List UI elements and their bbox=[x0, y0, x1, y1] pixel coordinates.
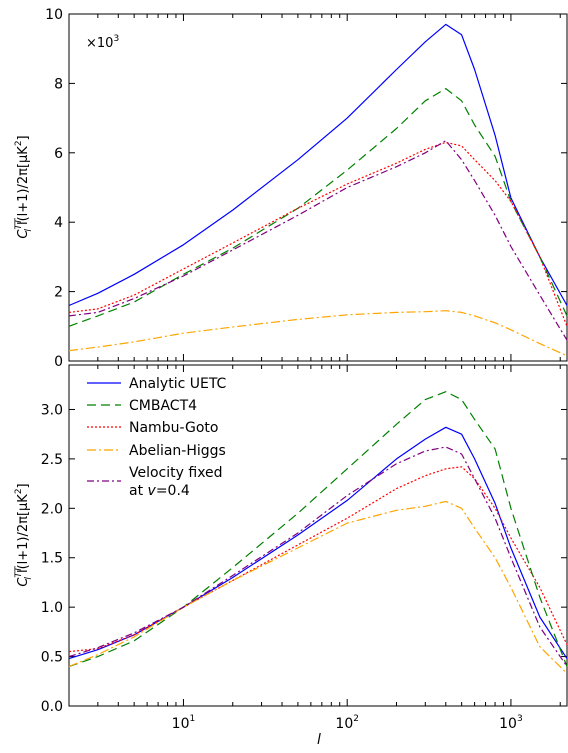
legend-label-cmbact4: CMBACT4 bbox=[129, 398, 197, 414]
series-line-cmbact4 bbox=[68, 88, 568, 327]
chart-marks: 0 2 4 6 8 10 0.0 0.5 1.0 1.5 2.0 2.5 3.0 101 102 103 bbox=[41, 7, 568, 732]
series-line-abelian-higgs bbox=[68, 310, 568, 357]
series-line-nambu-goto bbox=[68, 466, 568, 653]
legend-label-abelian: Abelian-Higgs bbox=[129, 443, 226, 459]
x-axis-label: l bbox=[317, 732, 321, 748]
bottom-panel-frame bbox=[68, 364, 568, 707]
series-line-analytic-uetc bbox=[68, 426, 568, 660]
y-tick-label: 8 bbox=[54, 76, 63, 92]
y-tick-label: 2.0 bbox=[41, 501, 63, 517]
series-line-cmbact4 bbox=[68, 391, 568, 668]
legend-label-nambu: Nambu-Goto bbox=[129, 420, 218, 436]
x-tick-label: 103 bbox=[499, 714, 523, 732]
top-multiplier: ×103 bbox=[86, 34, 119, 51]
series-line-abelian-higgs bbox=[68, 500, 568, 674]
x-tick-label: 102 bbox=[335, 714, 359, 732]
bottom-ylabel: CTTll(l+1)/2π[μK2] bbox=[14, 483, 34, 586]
series-line-analytic-uetc bbox=[68, 23, 568, 307]
legend-label-velocity: Velocity fixed bbox=[129, 465, 223, 481]
legend-label-analytic: Analytic UETC bbox=[129, 376, 227, 392]
y-tick-label: 0.0 bbox=[41, 699, 63, 715]
y-tick-label: 0.5 bbox=[41, 650, 63, 666]
y-tick-label: 2.5 bbox=[41, 452, 63, 468]
y-tick-label: 6 bbox=[54, 146, 63, 162]
y-tick-label: 3.0 bbox=[41, 402, 63, 418]
series-line-nambu-goto bbox=[68, 141, 568, 327]
top-ylabel: CTTll(l+1)/2π[μK2] bbox=[14, 135, 34, 238]
top-multiplier-exp: 3 bbox=[113, 34, 119, 44]
y-tick-label: 10 bbox=[45, 7, 63, 23]
series-line-velocity-fixed-at-v-0-4 bbox=[68, 140, 568, 341]
y-tick-label: 2 bbox=[54, 285, 63, 301]
legend-label-velocity-line2: at v=0.4 bbox=[129, 483, 190, 499]
y-tick-label: 1.5 bbox=[41, 551, 63, 567]
top-panel-frame bbox=[68, 13, 568, 362]
y-tick-label: 1.0 bbox=[41, 600, 63, 616]
series-line-velocity-fixed-at-v-0-4 bbox=[68, 446, 568, 667]
x-tick-label: 101 bbox=[172, 714, 196, 732]
y-tick-label: 4 bbox=[54, 215, 63, 231]
y-tick-label: 0 bbox=[54, 354, 63, 370]
legend: Analytic UETC CMBACT4 Nambu-Goto Abelian… bbox=[87, 376, 227, 499]
